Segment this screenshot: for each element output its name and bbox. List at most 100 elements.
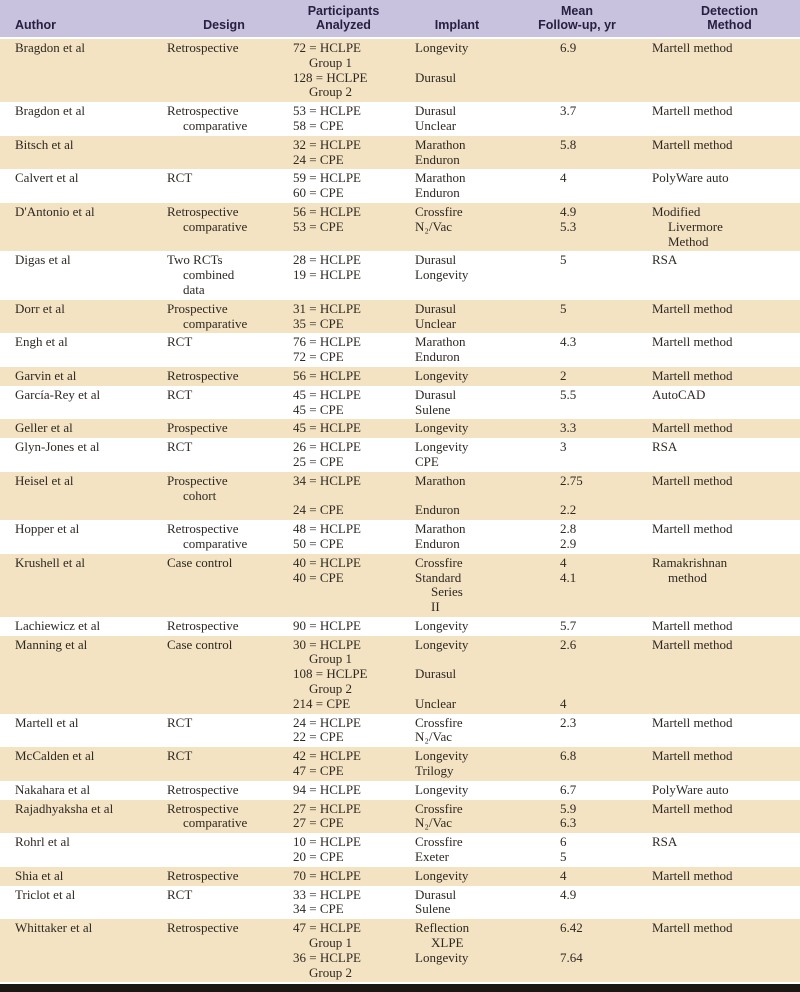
cell-line: 94 = HCLPE: [293, 781, 362, 797]
cell-line: Durasul: [415, 252, 457, 268]
cell-implant: Longevity: [411, 617, 525, 636]
cell-followup: 2.3: [525, 714, 619, 748]
cell-design: Prospective cohort: [165, 472, 291, 520]
cell-detection: AutoCAD: [619, 386, 799, 420]
cell-line: 72 = CPE: [293, 349, 344, 365]
cell-line: Unclear: [415, 315, 457, 331]
cell-line: 48 = HCLPE: [293, 521, 362, 537]
cell-detection: Martell method: [619, 867, 799, 886]
table-row: Triclot et al RCT 33 = HCLPE 34 = CPE Durasu…: [0, 885, 800, 920]
cell-detection: RSA: [619, 833, 799, 867]
cell-line: [415, 56, 525, 71]
cell-design: Retrospective: [165, 867, 291, 886]
cell-implant: Marathon Enduron: [411, 472, 525, 520]
cell-line: Enduron: [415, 349, 460, 365]
cell-implant: Durasul Sulene: [411, 386, 525, 420]
cell-author: Lachiewicz et al: [0, 617, 165, 636]
cell-detection: PolyWare auto: [619, 781, 799, 800]
cell-line: 32 = HCLPE: [293, 136, 362, 152]
cell-design: Retrospective: [165, 617, 291, 636]
cell-line: Martell method: [652, 800, 733, 816]
table-header: Author Design Participants Analyzed Implant…: [0, 0, 800, 39]
cell-line: Martell et al: [15, 714, 79, 730]
table-row: Garvin et al Retrospective 56 = HCLPE Longe…: [0, 366, 800, 386]
cell-detection: Martell method: [619, 300, 799, 334]
cell-line: Longevity: [415, 748, 469, 764]
cell-author: Krushell et al: [0, 554, 165, 617]
cell-line: 5: [560, 849, 567, 865]
cell-line: Martell method: [652, 748, 733, 764]
cell-implant: Marathon Enduron: [411, 169, 525, 203]
col-header-author: Author: [0, 0, 165, 39]
cell-line: Krushell et al: [15, 554, 86, 570]
cell-line: Rajadhyaksha et al: [15, 800, 114, 816]
cell-line: 40 = HCLPE: [293, 554, 362, 570]
cell-line: Unclear: [415, 117, 457, 133]
cell-detection: RSA: [619, 438, 799, 472]
cell-line: Manning et al: [15, 636, 88, 652]
col-header-design: Design: [165, 0, 291, 39]
cell-implant: Longevity Trilogy: [411, 747, 525, 781]
cell-followup: 6.7: [525, 781, 619, 800]
cell-participants: 42 = HCLPE 47 = CPE: [291, 747, 411, 781]
table-row: García-Rey et al RCT 45 = HCLPE 45 = CPE Dur…: [0, 385, 800, 420]
cell-line: 30 = HCLPE: [293, 636, 362, 652]
cell-participants: 45 = HCLPE 45 = CPE: [291, 386, 411, 420]
cell-line: García-Rey et al: [15, 386, 101, 402]
table-row: Bragdon et al Retrospective 72 = HCLPE Grou…: [0, 38, 800, 103]
cell-line: Martell method: [652, 300, 733, 316]
cell-line: 5.7: [560, 617, 577, 633]
cell-line: Longevity: [415, 867, 469, 883]
cell-line: 5.3: [560, 218, 577, 234]
cell-followup: 3.7: [525, 102, 619, 136]
cell-line: RSA: [652, 834, 678, 850]
cell-detection: Martell method: [619, 919, 799, 982]
cell-participants: 45 = HCLPE: [291, 419, 411, 438]
cell-line: data: [183, 281, 205, 297]
cell-line: 2.75: [560, 472, 583, 488]
cell-author: Geller et al: [0, 419, 165, 438]
cell-design: RCT: [165, 886, 291, 920]
cell-line: Retrospective: [167, 40, 239, 55]
cell-line: 45 = HCLPE: [293, 386, 362, 402]
table-row: Krushell et al Case control 40 = HCLPE 40 =…: [0, 553, 800, 617]
cell-line: Livermore: [668, 218, 723, 234]
cell-author: Engh et al: [0, 333, 165, 367]
cell-line: 2.2: [560, 502, 577, 518]
cell-line: Group 1: [309, 651, 352, 667]
cell-line: Bitsch et al: [15, 136, 74, 152]
cell-design: Retrospective: [165, 38, 291, 102]
cell-line: Group 2: [309, 964, 352, 980]
cell-followup: 6.9: [525, 38, 619, 102]
cell-line: Martell method: [652, 136, 733, 152]
table-row: Heisel et al Prospective cohort 34 = HCLPE …: [0, 471, 800, 521]
cell-followup: 4.9: [525, 886, 619, 920]
cell-participants: 94 = HCLPE: [291, 781, 411, 800]
cell-line: 4: [560, 554, 567, 570]
cell-line: RSA: [652, 252, 678, 268]
cell-design: RCT: [165, 747, 291, 781]
cell-line: II: [431, 599, 440, 615]
cell-line: Ramakrishnan: [652, 554, 728, 570]
cell-line: Triclot et al: [15, 886, 76, 902]
cell-followup: 2.6 4: [525, 636, 619, 714]
cell-line: 5: [560, 252, 567, 268]
cell-line: RSA: [652, 439, 678, 455]
cell-line: 47 = CPE: [293, 763, 344, 779]
cell-implant: Marathon Enduron: [411, 520, 525, 554]
cell-line: Longevity: [415, 439, 469, 455]
cell-line: Calvert et al: [15, 170, 79, 186]
cell-line: Durasul: [415, 69, 457, 85]
cell-line: Method: [668, 233, 709, 249]
cell-line: Group 2: [309, 84, 352, 100]
cell-detection: Martell method: [619, 747, 799, 781]
cell-design: RCT: [165, 333, 291, 367]
cell-line: Prospective: [167, 300, 228, 316]
cell-participants: 34 = HCLPE 24 = CPE: [291, 472, 411, 520]
cell-line: 10 = HCLPE: [293, 834, 362, 850]
cell-line: comparative: [183, 535, 248, 551]
cell-line: Bragdon et al: [15, 103, 86, 119]
cell-line: 108 = HCLPE: [293, 666, 368, 682]
cell-line: Martell method: [652, 636, 733, 652]
cell-line: [167, 835, 291, 850]
